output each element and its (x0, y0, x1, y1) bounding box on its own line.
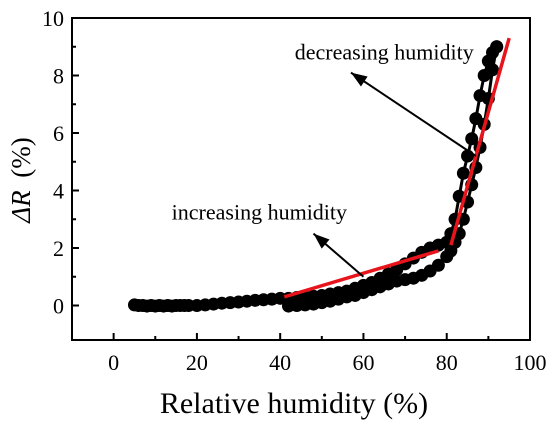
data-point (282, 299, 296, 313)
x-tick-label: 100 (514, 350, 547, 375)
x-tick-label: 40 (269, 350, 291, 375)
fit-line (449, 37, 511, 246)
annotation-arrow-head (350, 72, 368, 87)
data-point (440, 250, 454, 264)
annotation-arrow-line (350, 71, 477, 157)
y-tick-label: 2 (53, 236, 64, 261)
annotations: decreasing humidity increasing humidity (172, 40, 477, 278)
data-point (490, 40, 504, 54)
data-series (127, 40, 504, 313)
annotation-arrow-head (313, 233, 330, 249)
x-tick-labels: 0 20 40 60 80 100 (108, 350, 546, 375)
x-tick-label: 60 (352, 350, 374, 375)
y-tick-label: 6 (53, 121, 64, 146)
y-tick-label: 0 (53, 294, 64, 319)
y-axis-unit: (%) (6, 137, 36, 177)
data-point (456, 166, 470, 180)
y-tick-label: 8 (53, 64, 64, 89)
axis-ticks (72, 17, 531, 340)
x-tick-label: 20 (186, 350, 208, 375)
y-axis-symbol: ΔR (6, 190, 36, 224)
x-tick-label: 0 (108, 350, 119, 375)
x-tick-label: 80 (436, 350, 458, 375)
annotation-label: decreasing humidity (295, 40, 474, 65)
data-point (486, 63, 500, 77)
y-axis-label: ΔR (%) (6, 137, 36, 224)
y-tick-label: 10 (42, 6, 64, 31)
y-tick-label: 4 (53, 179, 64, 204)
y-tick-labels: 0 2 4 6 8 10 (42, 6, 64, 319)
data-point (465, 132, 479, 146)
plot-frame (71, 17, 531, 341)
x-axis-label: Relative humidity (%) (160, 387, 428, 420)
annotation-label: increasing humidity (172, 199, 347, 224)
plot-border (71, 17, 531, 341)
